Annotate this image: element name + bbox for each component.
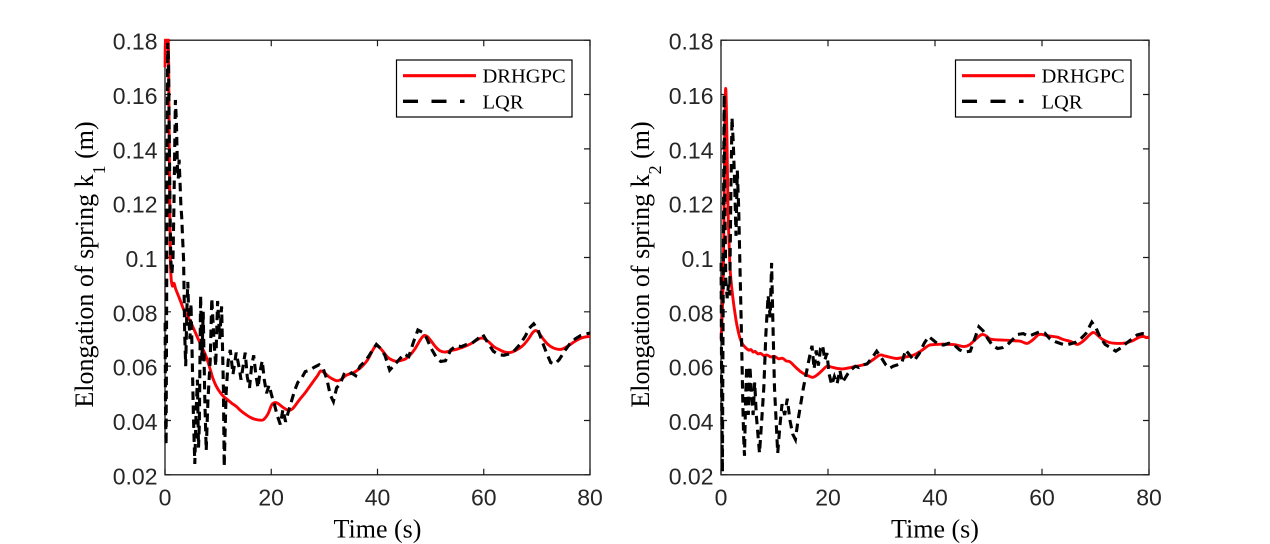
svg-text:Time (s): Time (s) [334, 515, 422, 544]
svg-text:0.18: 0.18 [669, 29, 714, 55]
svg-text:80: 80 [577, 485, 603, 511]
svg-text:0.16: 0.16 [113, 83, 158, 109]
svg-text:0.16: 0.16 [669, 83, 714, 109]
svg-text:60: 60 [471, 485, 497, 511]
svg-text:0.14: 0.14 [669, 137, 714, 163]
svg-text:0: 0 [715, 485, 728, 511]
svg-text:0.18: 0.18 [113, 29, 158, 55]
svg-text:0.04: 0.04 [113, 409, 158, 435]
svg-text:40: 40 [922, 485, 948, 511]
svg-text:80: 80 [1136, 485, 1162, 511]
svg-text:DRHGPC: DRHGPC [483, 66, 566, 88]
svg-text:0.02: 0.02 [669, 463, 714, 489]
svg-text:0: 0 [159, 485, 172, 511]
svg-text:LQR: LQR [1042, 91, 1083, 113]
svg-text:20: 20 [815, 485, 841, 511]
svg-text:DRHGPC: DRHGPC [1042, 66, 1125, 88]
svg-text:0.08: 0.08 [669, 300, 714, 326]
svg-text:0.08: 0.08 [113, 300, 158, 326]
svg-text:0.02: 0.02 [113, 463, 158, 489]
svg-text:LQR: LQR [483, 91, 524, 113]
svg-text:Time (s): Time (s) [891, 515, 979, 544]
svg-text:0.12: 0.12 [669, 192, 714, 218]
svg-text:0.06: 0.06 [669, 355, 714, 381]
svg-text:0.12: 0.12 [113, 192, 158, 218]
svg-text:0.06: 0.06 [113, 355, 158, 381]
svg-text:0.1: 0.1 [126, 246, 158, 272]
svg-text:0.04: 0.04 [669, 409, 714, 435]
svg-text:20: 20 [258, 485, 284, 511]
svg-text:40: 40 [365, 485, 391, 511]
svg-text:0.1: 0.1 [682, 246, 714, 272]
svg-text:60: 60 [1029, 485, 1055, 511]
svg-text:0.14: 0.14 [113, 137, 158, 163]
